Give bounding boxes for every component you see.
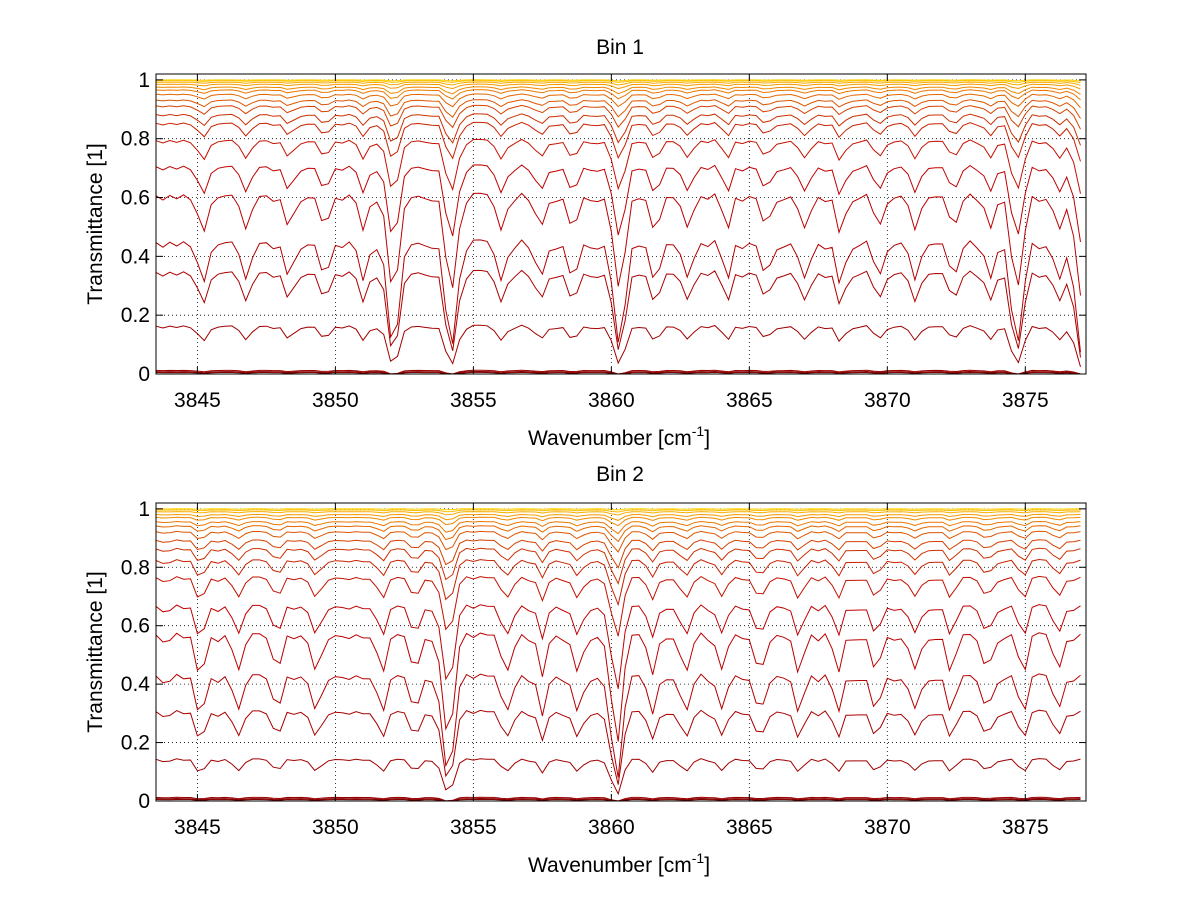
series-line	[155, 80, 1081, 84]
y-axis-label: Transmittance [1]	[84, 143, 107, 304]
x-axis-label-tail: ]	[704, 427, 710, 450]
y-tick-label: 1	[138, 498, 150, 521]
series-line	[155, 513, 1081, 521]
x-tick-label: 3860	[588, 816, 635, 839]
series-line	[155, 89, 1081, 101]
x-axis-label: Wavenumber [cm-1]	[528, 423, 710, 450]
y-tick-label: 0.4	[121, 245, 151, 268]
series-line	[155, 104, 1081, 130]
y-tick-label: 0.6	[121, 615, 150, 638]
y-tick-label: 1	[138, 69, 150, 92]
x-axis-label: Wavenumber [cm-1]	[528, 850, 710, 877]
y-tick-label: 0.2	[121, 732, 150, 755]
x-tick-label: 3845	[174, 389, 221, 412]
series-line	[155, 530, 1081, 553]
series-line	[155, 508, 1081, 511]
y-axis-label: Transmittance [1]	[84, 571, 107, 732]
axes-bin-1: Bin 1 3845 3850 3855 3860 3865 3870 3875 0 0.2 0.…	[84, 36, 1087, 450]
series-line	[155, 121, 1081, 162]
series-line	[155, 525, 1081, 543]
series-line	[155, 93, 1081, 109]
y-tick-label: 0.6	[121, 187, 150, 210]
x-axis-label-main: Wavenumber [cm	[528, 854, 692, 877]
x-tick-label: 3850	[312, 816, 359, 839]
series-line	[155, 511, 1081, 516]
series-line	[155, 83, 1081, 90]
x-tick-label: 3870	[864, 816, 911, 839]
series-line	[155, 269, 1081, 358]
series-line	[155, 709, 1081, 785]
series-line	[155, 539, 1081, 569]
y-tick-label: 0	[138, 363, 150, 386]
x-axis-label-sup: -1	[692, 423, 705, 439]
x-tick-label: 3860	[588, 389, 635, 412]
series-line	[155, 547, 1081, 585]
series-line	[155, 99, 1081, 119]
chart-title: Bin 1	[596, 36, 644, 59]
series-line	[155, 520, 1081, 535]
axes-bin-2: Bin 2 3845 3850 3855 3860 3865 3870 3875 0 0.2 0.…	[84, 463, 1087, 877]
x-axis-label-main: Wavenumber [cm	[528, 427, 692, 450]
x-tick-label: 3855	[450, 816, 497, 839]
series-line	[155, 632, 1081, 742]
y-tick-label: 0	[138, 790, 150, 813]
series-line	[156, 79, 1081, 82]
x-tick-label: 3870	[864, 389, 911, 412]
series-line	[155, 164, 1081, 242]
series-line	[155, 86, 1081, 95]
series-line	[155, 81, 1081, 86]
y-tick-label: 0.2	[121, 304, 150, 327]
series-line	[155, 516, 1081, 527]
series-line	[155, 192, 1081, 296]
x-tick-label: 3875	[1002, 389, 1049, 412]
y-tick-label: 0.4	[121, 673, 151, 696]
x-axis-label-tail: ]	[704, 854, 710, 877]
series-line	[155, 673, 1081, 778]
series-line	[155, 575, 1081, 637]
series-line	[155, 113, 1081, 146]
series-line	[155, 558, 1081, 607]
axes-frame	[155, 73, 1087, 375]
x-tick-label: 3855	[450, 389, 497, 412]
axes-frame	[155, 502, 1087, 802]
x-axis-label-sup: -1	[692, 850, 705, 866]
x-tick-label: 3875	[1002, 816, 1049, 839]
series-line	[155, 604, 1081, 689]
x-tick-label: 3845	[174, 816, 221, 839]
series-line	[155, 758, 1081, 796]
x-tick-label: 3865	[726, 816, 773, 839]
series-line	[155, 509, 1081, 513]
x-tick-label: 3850	[312, 389, 359, 412]
series-line	[155, 138, 1081, 194]
series-line	[155, 239, 1081, 353]
y-tick-label: 0.8	[121, 128, 150, 151]
chart-title: Bin 2	[596, 463, 644, 486]
x-tick-label: 3865	[726, 389, 773, 412]
y-tick-label: 0.8	[121, 556, 150, 579]
series-line	[155, 324, 1081, 367]
